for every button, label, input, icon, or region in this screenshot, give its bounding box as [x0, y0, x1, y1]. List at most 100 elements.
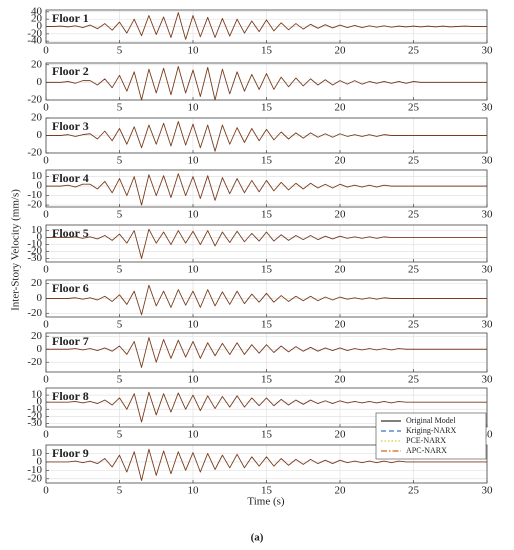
- y-axis-label: Inter-Story Velocity (mm/s): [10, 189, 22, 311]
- x-tick-label: 20: [335, 485, 347, 497]
- plot-frame: [45, 224, 488, 263]
- y-tick-label: 0: [37, 396, 43, 408]
- legend-label: APC-NARX: [406, 446, 447, 455]
- x-tick-label: 20: [335, 102, 347, 114]
- y-tick-label: -10: [27, 464, 42, 476]
- subplot-title: Floor 9: [52, 446, 89, 460]
- y-tick-label: -20: [27, 27, 42, 39]
- x-tick-label: 10: [188, 429, 200, 441]
- plot-frame: [45, 279, 488, 318]
- y-tick-label: 10: [31, 389, 43, 401]
- y-tick-label: -40: [27, 35, 42, 47]
- x-tick-label: 0: [43, 155, 49, 167]
- x-tick-label: 30: [482, 209, 494, 221]
- series-line: [46, 121, 487, 152]
- series-line: [46, 448, 487, 481]
- x-tick-label: 5: [117, 155, 123, 167]
- subplot-title: Floor 2: [52, 64, 89, 78]
- y-tick-label: 20: [31, 112, 43, 124]
- x-tick-label: 15: [261, 485, 273, 497]
- caption: (a): [251, 532, 264, 544]
- y-tick-label: -10: [27, 403, 42, 415]
- x-tick-label: 25: [408, 264, 420, 276]
- y-tick-label: 0: [37, 20, 43, 32]
- y-tick-label: 20: [31, 330, 43, 342]
- x-tick-label: 25: [408, 102, 420, 114]
- plot-frame: [45, 9, 488, 44]
- x-tick-label: 25: [408, 319, 420, 331]
- x-tick-label: 20: [335, 429, 347, 441]
- subplot-title: Floor 4: [52, 171, 89, 185]
- series-line: [46, 173, 487, 206]
- legend-label: Kriging-NARX: [406, 426, 456, 435]
- series-line: [46, 66, 487, 101]
- x-tick-label: 10: [188, 155, 200, 167]
- y-tick-label: -10: [27, 238, 42, 250]
- y-tick-label: -20: [27, 472, 42, 484]
- y-tick-label: -20: [27, 410, 42, 422]
- x-tick-label: 10: [188, 45, 200, 57]
- x-axis-label: Time (s): [247, 496, 285, 508]
- x-tick-label: 25: [408, 485, 420, 497]
- y-tick-label: -20: [27, 94, 42, 106]
- x-tick-label: 30: [482, 374, 494, 386]
- x-tick-label: 0: [43, 102, 49, 114]
- x-tick-label: 15: [261, 102, 273, 114]
- y-tick-label: 10: [31, 170, 43, 182]
- plot-frame: [45, 332, 488, 373]
- x-tick-label: 20: [335, 374, 347, 386]
- x-tick-label: 10: [188, 374, 200, 386]
- x-tick-label: 20: [335, 45, 347, 57]
- y-tick-label: 0: [37, 76, 43, 88]
- x-tick-label: 5: [117, 374, 123, 386]
- subplot-title: Floor 3: [52, 119, 89, 133]
- x-tick-label: 30: [482, 429, 494, 441]
- x-tick-label: 5: [117, 45, 123, 57]
- x-tick-label: 10: [188, 209, 200, 221]
- x-tick-label: 0: [43, 319, 49, 331]
- y-tick-label: 0: [37, 292, 43, 304]
- y-tick-label: 20: [31, 277, 43, 289]
- x-tick-label: 0: [43, 45, 49, 57]
- x-tick-label: 5: [117, 429, 123, 441]
- y-tick-label: 0: [37, 180, 43, 192]
- series-line: [46, 284, 487, 316]
- x-tick-label: 10: [188, 264, 200, 276]
- x-tick-label: 15: [261, 264, 273, 276]
- subplot-title: Floor 7: [52, 334, 89, 348]
- x-tick-label: 25: [408, 155, 420, 167]
- x-tick-label: 25: [408, 374, 420, 386]
- x-tick-label: 0: [43, 374, 49, 386]
- series-line: [46, 228, 487, 259]
- plot-frame: [45, 387, 488, 428]
- series-line: [46, 12, 487, 40]
- y-tick-label: -20: [27, 147, 42, 159]
- plot-frame: [45, 62, 488, 101]
- x-tick-label: 20: [335, 319, 347, 331]
- series-line: [46, 337, 487, 368]
- y-tick-label: -20: [27, 307, 42, 319]
- subplot-title: Floor 6: [52, 281, 89, 295]
- x-tick-label: 15: [261, 155, 273, 167]
- y-tick-label: -20: [27, 356, 42, 368]
- y-tick-label: 20: [31, 58, 43, 70]
- x-tick-label: 30: [482, 45, 494, 57]
- x-tick-label: 25: [408, 45, 420, 57]
- y-tick-label: -20: [27, 199, 42, 211]
- x-tick-label: 5: [117, 319, 123, 331]
- y-tick-label: 0: [37, 129, 43, 141]
- legend-label: Original Model: [406, 416, 456, 425]
- x-tick-label: 25: [408, 209, 420, 221]
- x-tick-label: 10: [188, 102, 200, 114]
- x-tick-label: 0: [43, 264, 49, 276]
- x-tick-label: 30: [482, 264, 494, 276]
- x-tick-label: 15: [261, 429, 273, 441]
- subplot-title: Floor 1: [52, 11, 89, 25]
- plot-frame: [45, 117, 488, 154]
- y-tick-label: 20: [31, 13, 43, 25]
- x-tick-label: 0: [43, 429, 49, 441]
- y-tick-label: -30: [27, 252, 42, 264]
- y-tick-label: 10: [31, 224, 43, 236]
- y-tick-label: -30: [27, 417, 42, 429]
- x-tick-label: 0: [43, 485, 49, 497]
